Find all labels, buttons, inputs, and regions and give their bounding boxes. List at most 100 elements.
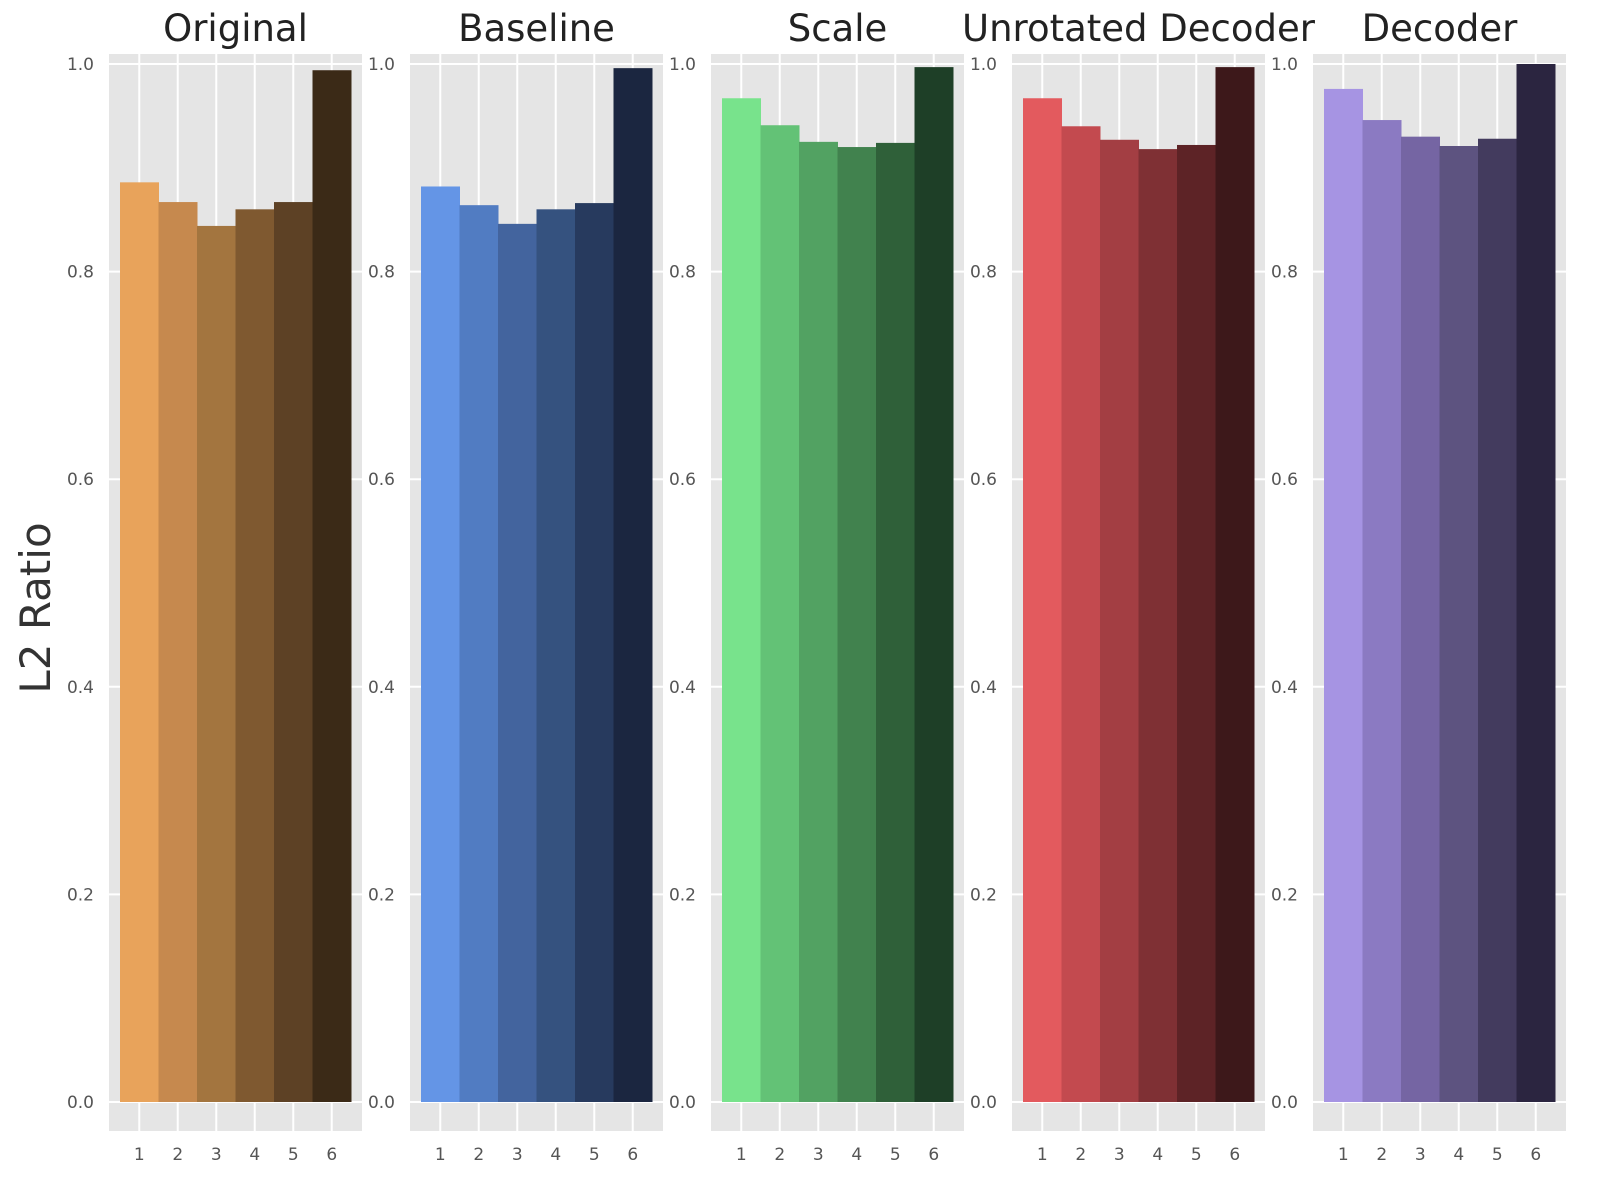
bar-5	[1177, 144, 1216, 1103]
x-tick-label: 6	[1530, 1145, 1541, 1165]
y-tick-label: 0.4	[970, 678, 997, 698]
x-tick-label: 1	[736, 1145, 747, 1165]
y-tick-label: 0.0	[1271, 1093, 1298, 1113]
bar-1	[1023, 98, 1062, 1102]
bar-6	[914, 67, 954, 1102]
x-tick-label: 3	[1114, 1145, 1125, 1165]
x-tick-label: 4	[550, 1145, 561, 1165]
y-tick-label: 1.0	[970, 55, 997, 75]
bar-5	[575, 203, 614, 1103]
x-tick-label: 5	[1492, 1145, 1503, 1165]
panel-title: Baseline	[458, 7, 615, 50]
y-tick-label: 0.0	[970, 1093, 997, 1113]
bar-4	[1138, 149, 1178, 1103]
y-tick-label: 0.2	[1271, 885, 1298, 905]
bar-4	[837, 147, 877, 1103]
y-tick-label: 0.2	[67, 885, 94, 905]
x-tick-label: 6	[928, 1145, 939, 1165]
x-tick-label: 2	[1376, 1145, 1387, 1165]
panel-title: Decoder	[1362, 7, 1518, 50]
panel-title: Scale	[788, 7, 888, 50]
y-tick-label: 0.4	[1271, 678, 1298, 698]
x-tick-label: 3	[211, 1145, 222, 1165]
bar-1	[120, 182, 159, 1102]
bar-5	[274, 202, 313, 1102]
y-tick-label: 0.6	[970, 470, 997, 490]
y-axis-label: L2 Ratio	[11, 522, 60, 693]
x-tick-label: 4	[249, 1145, 260, 1165]
x-tick-label: 6	[627, 1145, 638, 1165]
bar-4	[235, 209, 275, 1102]
x-tick-label: 4	[851, 1145, 862, 1165]
bar-2	[760, 125, 800, 1102]
chart-panel-2: 0.0 0.2 0.4 0.6 0.8 1.0 1 2 3 4 5 6 Baseline	[368, 7, 663, 1165]
bar-5	[876, 142, 915, 1102]
y-tick-label: 0.2	[368, 885, 395, 905]
bar-6	[1516, 64, 1556, 1102]
x-tick-label: 2	[774, 1145, 785, 1165]
panel-title: Original	[163, 7, 308, 50]
y-tick-label: 1.0	[1271, 55, 1298, 75]
bar-4	[536, 209, 576, 1102]
bar-4	[1439, 146, 1479, 1102]
y-tick-label: 0.4	[368, 678, 395, 698]
bar-2	[158, 202, 198, 1102]
y-tick-label: 0.8	[669, 263, 696, 283]
x-tick-label: 5	[1191, 1145, 1202, 1165]
y-tick-label: 0.6	[368, 470, 395, 490]
bar-3	[498, 223, 537, 1103]
bar-3	[1100, 139, 1139, 1103]
bar-1	[1324, 88, 1363, 1103]
y-tick-label: 0.6	[669, 470, 696, 490]
y-tick-label: 0.6	[1271, 470, 1298, 490]
y-tick-label: 0.8	[67, 263, 94, 283]
x-tick-label: 2	[172, 1145, 183, 1165]
y-tick-label: 0.6	[67, 470, 94, 490]
panel-title: Unrotated Decoder	[962, 7, 1316, 50]
y-tick-label: 0.2	[970, 885, 997, 905]
bar-3	[799, 141, 838, 1103]
bar-3	[197, 225, 236, 1103]
y-tick-label: 0.4	[67, 678, 94, 698]
x-tick-label: 1	[134, 1145, 145, 1165]
y-tick-label: 1.0	[669, 55, 696, 75]
bar-2	[1362, 120, 1402, 1102]
y-tick-label: 0.8	[1271, 263, 1298, 283]
bar-6	[1215, 67, 1255, 1102]
y-tick-label: 1.0	[67, 55, 94, 75]
y-tick-label: 0.8	[970, 263, 997, 283]
x-tick-label: 3	[512, 1145, 523, 1165]
bar-6	[613, 68, 653, 1103]
x-tick-label: 5	[589, 1145, 600, 1165]
x-tick-label: 3	[813, 1145, 824, 1165]
bar-2	[1061, 126, 1101, 1102]
chart-panel-5: 0.0 0.2 0.4 0.6 0.8 1.0 1 2 3 4 5 6 Decoder	[1271, 7, 1566, 1165]
y-tick-label: 0.0	[669, 1093, 696, 1113]
x-tick-label: 2	[473, 1145, 484, 1165]
x-tick-label: 1	[1037, 1145, 1048, 1165]
x-tick-label: 6	[1229, 1145, 1240, 1165]
x-tick-label: 1	[1338, 1145, 1349, 1165]
x-tick-label: 4	[1152, 1145, 1163, 1165]
x-tick-label: 2	[1075, 1145, 1086, 1165]
x-tick-label: 4	[1453, 1145, 1464, 1165]
x-tick-label: 5	[890, 1145, 901, 1165]
x-tick-label: 5	[288, 1145, 299, 1165]
y-tick-label: 0.2	[669, 885, 696, 905]
y-tick-label: 1.0	[368, 55, 395, 75]
bar-3	[1401, 136, 1440, 1102]
bar-1	[722, 98, 761, 1102]
bar-5	[1478, 138, 1517, 1103]
y-tick-label: 0.0	[368, 1093, 395, 1113]
y-tick-label: 0.4	[669, 678, 696, 698]
x-tick-label: 1	[435, 1145, 446, 1165]
bar-6	[312, 70, 352, 1102]
bar-1	[421, 186, 460, 1102]
chart-panel-4: 0.0 0.2 0.4 0.6 0.8 1.0 1 2 3 4 5 6 Unrotated Decode…	[962, 7, 1316, 1165]
chart-panel-1: 0.0 0.2 0.4 0.6 0.8 1.0 1 2 3 4 5 6 Original	[67, 7, 362, 1165]
x-tick-label: 3	[1415, 1145, 1426, 1165]
chart-panel-3: 0.0 0.2 0.4 0.6 0.8 1.0 1 2 3 4 5 6 Scale	[669, 7, 964, 1165]
y-tick-label: 0.8	[368, 263, 395, 283]
x-tick-label: 6	[326, 1145, 337, 1165]
